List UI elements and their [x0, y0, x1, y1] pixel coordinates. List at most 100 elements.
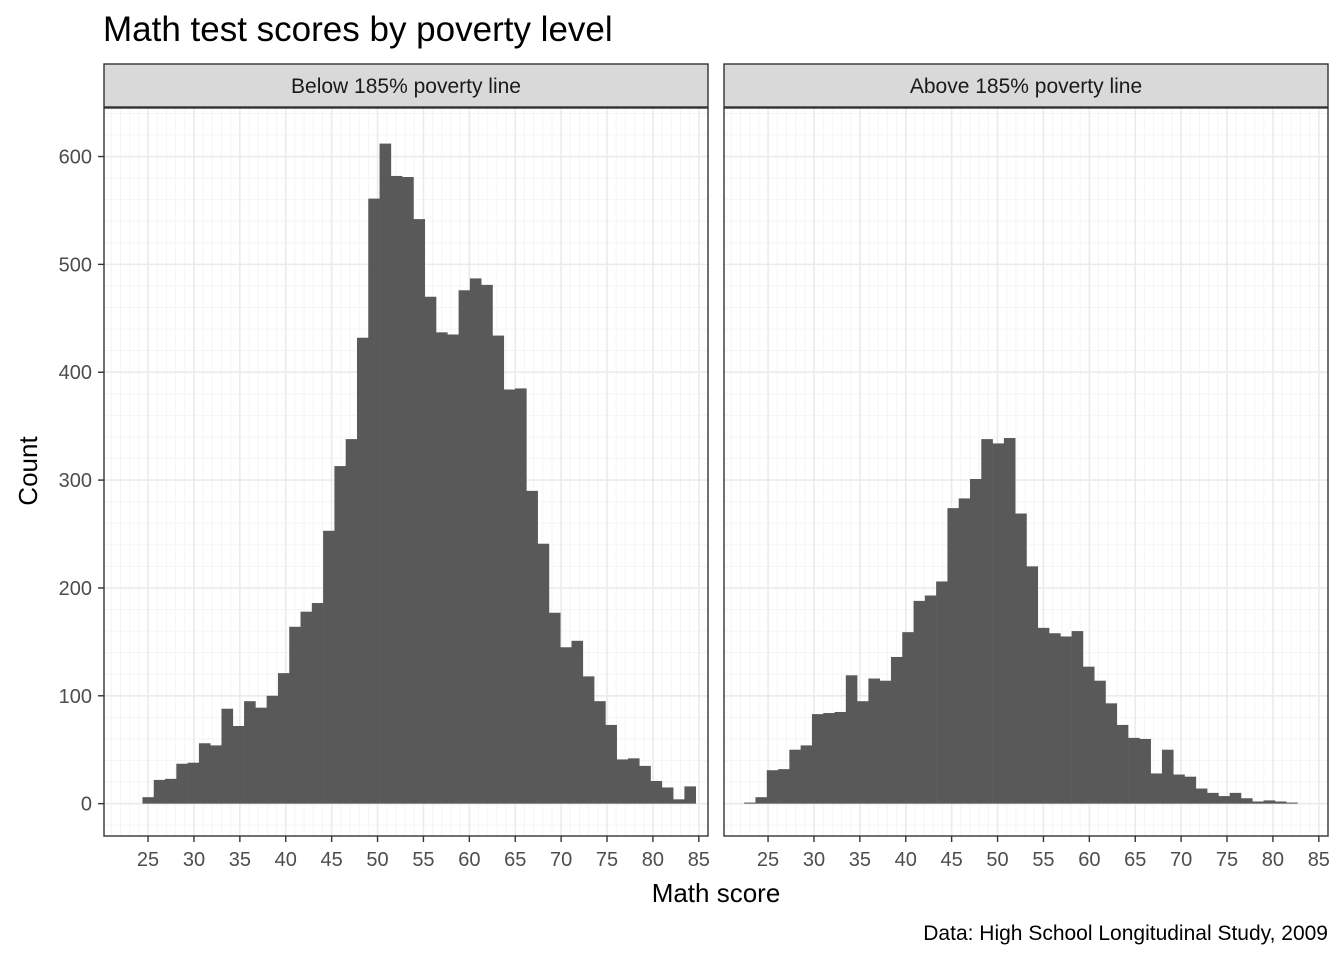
y-tick-label: 0	[81, 794, 92, 816]
histogram-bar	[650, 780, 663, 804]
histogram-bar	[1003, 438, 1016, 804]
y-axis-label: Count	[13, 436, 43, 506]
facet-panel-2: Above 185% poverty line 25 30 35 40 45 50 55 60 6…	[723, 63, 1330, 871]
histogram-bar	[289, 626, 301, 804]
histogram-bar	[594, 701, 606, 804]
x-tick-label: 70	[1170, 849, 1192, 871]
histogram-bar	[481, 284, 493, 804]
x-tick-label: 60	[1078, 849, 1100, 871]
histogram-bar	[639, 765, 651, 804]
x-tick-label: 40	[275, 849, 297, 871]
histogram-bar	[379, 143, 392, 804]
x-tick-label: 40	[895, 849, 917, 871]
histogram-bar	[845, 675, 858, 804]
x-tick-label: 30	[803, 849, 825, 871]
facet-strip-label: Above 185% poverty line	[910, 75, 1142, 98]
histogram-bar	[1161, 749, 1174, 804]
histogram-bar	[1286, 802, 1298, 804]
facet-panels: Below 185% poverty line 25 30 35 40 45 50 55 60 6…	[59, 63, 1330, 871]
histogram-bar	[300, 611, 313, 804]
x-tick-label: 50	[366, 849, 388, 871]
x-tick-label: 85	[1308, 849, 1330, 871]
histogram-bar	[560, 647, 572, 804]
y-tick-label: 500	[59, 254, 92, 276]
x-axis-label: Math score	[652, 878, 781, 908]
y-tick-label: 200	[59, 578, 92, 600]
x-tick-label: 55	[1032, 849, 1054, 871]
x-tick-label: 75	[1216, 849, 1238, 871]
histogram-bar	[503, 389, 516, 804]
x-tick-label: 50	[986, 849, 1008, 871]
histogram-bar	[424, 296, 437, 804]
histogram-bar	[1229, 792, 1242, 804]
histogram-bar	[1184, 776, 1197, 804]
panel-border	[723, 107, 1329, 837]
x-tick-label: 80	[642, 849, 664, 871]
histogram-bar	[458, 290, 471, 804]
histogram-bar	[981, 439, 993, 804]
histogram-bar	[165, 778, 177, 804]
histogram-bar	[834, 711, 847, 804]
histogram-bar	[868, 678, 880, 804]
histogram-bar	[823, 713, 835, 804]
histogram-bar	[1240, 798, 1253, 804]
x-tick-label: 25	[757, 849, 779, 871]
histogram-bar	[684, 786, 696, 804]
histogram-bars	[142, 143, 696, 804]
histogram-bar	[902, 632, 914, 804]
histogram-bar	[390, 175, 403, 804]
histogram-bar	[789, 749, 801, 804]
y-tick-label: 600	[59, 147, 92, 169]
histogram-bar	[526, 490, 538, 804]
histogram-bar	[605, 724, 617, 804]
histogram-bar	[766, 770, 779, 804]
histogram-bar	[198, 743, 211, 804]
histogram-bar	[1060, 636, 1072, 804]
histogram-bar	[857, 701, 869, 804]
histogram-bar	[1037, 627, 1050, 804]
histogram-bar	[778, 769, 790, 804]
histogram-bar	[277, 673, 290, 804]
x-tick-label: 45	[941, 849, 963, 871]
x-tick-label: 55	[412, 849, 434, 871]
histogram-bar	[413, 219, 426, 804]
histogram-bar	[661, 787, 674, 804]
histogram-bar	[582, 676, 595, 804]
histogram-bar	[142, 797, 155, 804]
histogram-bar	[627, 758, 640, 804]
histogram-bar	[947, 508, 960, 804]
histogram-bar	[255, 707, 267, 804]
x-tick-label: 25	[137, 849, 159, 871]
histogram-bar	[913, 600, 926, 804]
x-tick-label: 85	[688, 849, 710, 871]
histogram-bar	[936, 581, 948, 804]
histogram-bar	[515, 388, 527, 804]
histogram-bar	[1252, 801, 1264, 804]
histogram-bar	[1263, 800, 1276, 804]
histogram-bar	[970, 479, 982, 804]
histogram-bar	[436, 332, 448, 804]
histogram-bar	[924, 595, 937, 804]
histogram-bar	[311, 603, 324, 804]
facet-strip	[103, 63, 709, 108]
facet-strip-label: Below 185% poverty line	[291, 75, 521, 98]
histogram-bar	[1128, 737, 1140, 804]
histogram-bar	[492, 335, 505, 804]
y-tick-label: 100	[59, 686, 92, 708]
histogram-bar	[244, 701, 256, 804]
histogram-bar	[323, 530, 335, 804]
histogram-bar	[958, 498, 971, 804]
x-tick-label: 80	[1262, 849, 1284, 871]
histogram-bar	[811, 714, 824, 804]
histogram-bar	[755, 797, 768, 804]
histogram-bar	[1173, 774, 1185, 804]
histogram-bar	[447, 334, 459, 804]
histogram-bar	[548, 612, 561, 804]
histogram-bar	[334, 466, 346, 804]
histogram-bar	[232, 725, 245, 804]
histogram-bar	[402, 177, 414, 804]
histogram-bar	[176, 763, 188, 804]
x-tick-label: 35	[849, 849, 871, 871]
histogram-bar	[1274, 801, 1287, 804]
